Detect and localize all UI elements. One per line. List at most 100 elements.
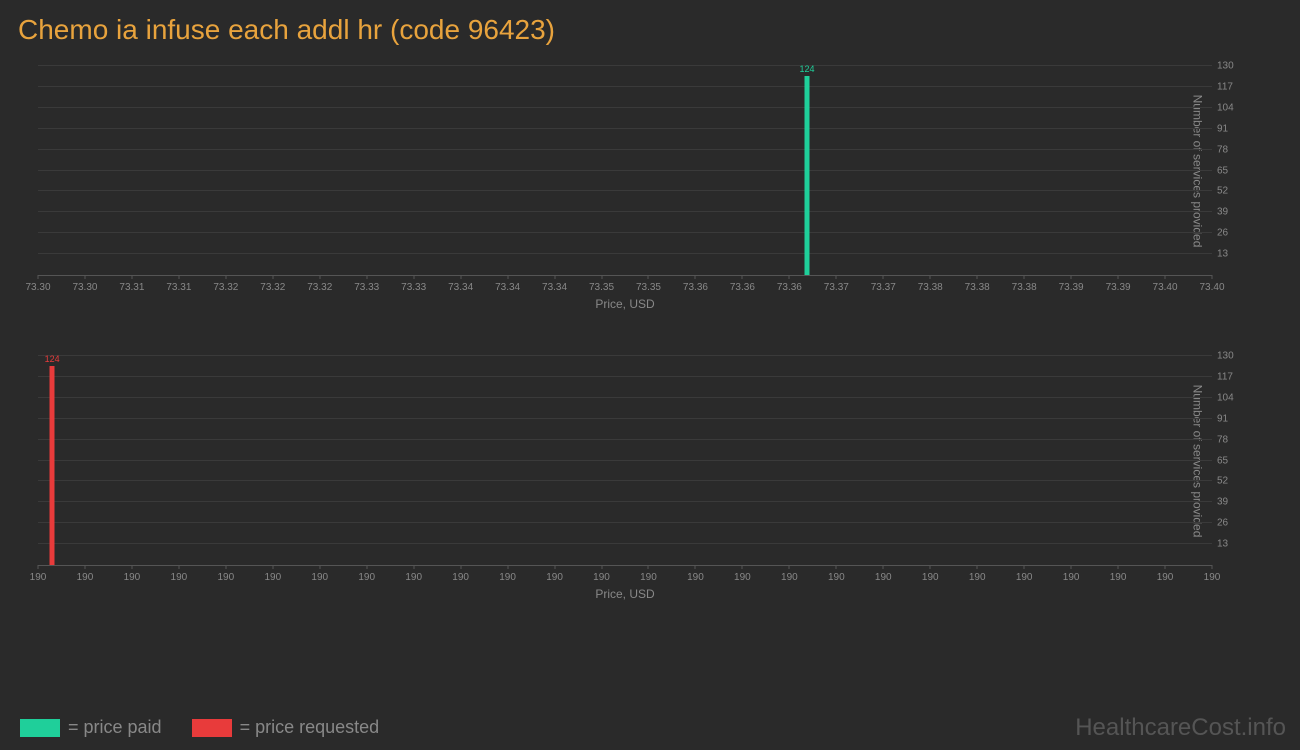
x-tick-mark: [742, 275, 743, 279]
x-tick-label: 73.37: [871, 282, 896, 293]
x-tick-mark: [507, 275, 508, 279]
x-tick-mark: [131, 275, 132, 279]
x-tick-label: 73.36: [777, 282, 802, 293]
gridline: [38, 149, 1212, 150]
y-tick-label: 52: [1217, 476, 1242, 487]
x-tick-mark: [178, 565, 179, 569]
x-tick-mark: [695, 275, 696, 279]
x-tick-label: 190: [1016, 572, 1033, 583]
bar-value-label: 124: [799, 64, 814, 74]
x-tick-mark: [272, 275, 273, 279]
x-tick-label: 73.32: [213, 282, 238, 293]
legend-item-paid: = price paid: [20, 717, 162, 738]
x-tick-label: 73.32: [307, 282, 332, 293]
y-axis-label-2: Number of services provided: [1191, 384, 1205, 537]
x-tick-label: 73.36: [683, 282, 708, 293]
x-tick-mark: [225, 565, 226, 569]
x-tick-mark: [507, 565, 508, 569]
x-tick-mark: [1118, 275, 1119, 279]
chart-price-requested: Number of services provided Price, USD 1…: [18, 346, 1282, 616]
x-axis-label-1: Price, USD: [595, 297, 654, 311]
y-tick-label: 13: [1217, 539, 1242, 550]
x-tick-mark: [1024, 565, 1025, 569]
x-tick-mark: [977, 565, 978, 569]
gridline: [38, 376, 1212, 377]
x-tick-mark: [38, 275, 39, 279]
x-tick-mark: [695, 565, 696, 569]
x-tick-label: 190: [358, 572, 375, 583]
chart-price-paid: Number of services provided Price, USD 1…: [18, 56, 1282, 326]
gridline: [38, 439, 1212, 440]
x-tick-mark: [977, 275, 978, 279]
x-tick-mark: [554, 565, 555, 569]
x-tick-label: 73.40: [1199, 282, 1224, 293]
gridline: [38, 480, 1212, 481]
gridline: [38, 253, 1212, 254]
x-tick-mark: [178, 275, 179, 279]
x-tick-label: 73.38: [1012, 282, 1037, 293]
y-tick-label: 104: [1217, 392, 1242, 403]
gridline: [38, 65, 1212, 66]
gridline: [38, 522, 1212, 523]
gridline: [38, 170, 1212, 171]
x-tick-mark: [1212, 565, 1213, 569]
x-tick-label: 190: [217, 572, 234, 583]
x-tick-label: 190: [1110, 572, 1127, 583]
y-tick-label: 13: [1217, 249, 1242, 260]
x-tick-mark: [84, 275, 85, 279]
x-tick-label: 190: [687, 572, 704, 583]
x-tick-mark: [1071, 565, 1072, 569]
x-tick-mark: [319, 565, 320, 569]
chart-title: Chemo ia infuse each addl hr (code 96423…: [0, 0, 1300, 56]
x-tick-mark: [413, 565, 414, 569]
x-tick-mark: [38, 565, 39, 569]
legend-item-requested: = price requested: [192, 717, 380, 738]
gridline: [38, 232, 1212, 233]
x-tick-mark: [366, 275, 367, 279]
x-tick-mark: [366, 565, 367, 569]
x-tick-label: 73.34: [448, 282, 473, 293]
x-tick-mark: [789, 275, 790, 279]
x-tick-label: 190: [171, 572, 188, 583]
x-tick-label: 190: [1204, 572, 1221, 583]
gridline: [38, 397, 1212, 398]
watermark: HealthcareCost.info: [1075, 714, 1286, 742]
x-axis-label-2: Price, USD: [595, 587, 654, 601]
x-tick-label: 73.31: [119, 282, 144, 293]
x-tick-mark: [930, 565, 931, 569]
gridline: [38, 128, 1212, 129]
gridline: [38, 190, 1212, 191]
x-tick-label: 73.38: [965, 282, 990, 293]
bar-value-label: 124: [45, 354, 60, 364]
x-tick-mark: [648, 565, 649, 569]
gridline: [38, 501, 1212, 502]
x-tick-label: 190: [734, 572, 751, 583]
y-tick-label: 91: [1217, 123, 1242, 134]
plot-area-1: Number of services provided Price, USD 1…: [38, 66, 1212, 276]
x-tick-label: 73.39: [1106, 282, 1131, 293]
y-tick-label: 52: [1217, 186, 1242, 197]
x-tick-label: 190: [546, 572, 563, 583]
x-tick-label: 73.35: [589, 282, 614, 293]
x-tick-mark: [836, 275, 837, 279]
x-tick-label: 190: [405, 572, 422, 583]
x-tick-mark: [601, 275, 602, 279]
y-tick-label: 26: [1217, 518, 1242, 529]
gridline: [38, 355, 1212, 356]
x-tick-label: 190: [640, 572, 657, 583]
y-tick-label: 65: [1217, 455, 1242, 466]
x-tick-label: 190: [875, 572, 892, 583]
x-tick-mark: [460, 275, 461, 279]
x-tick-mark: [1024, 275, 1025, 279]
x-tick-label: 73.34: [542, 282, 567, 293]
x-tick-mark: [413, 275, 414, 279]
x-tick-mark: [272, 565, 273, 569]
y-tick-label: 117: [1217, 371, 1242, 382]
x-tick-label: 190: [1063, 572, 1080, 583]
x-tick-mark: [1071, 275, 1072, 279]
y-tick-label: 39: [1217, 497, 1242, 508]
y-tick-label: 91: [1217, 413, 1242, 424]
y-tick-label: 39: [1217, 207, 1242, 218]
gridline: [38, 543, 1212, 544]
y-tick-label: 130: [1217, 61, 1242, 72]
